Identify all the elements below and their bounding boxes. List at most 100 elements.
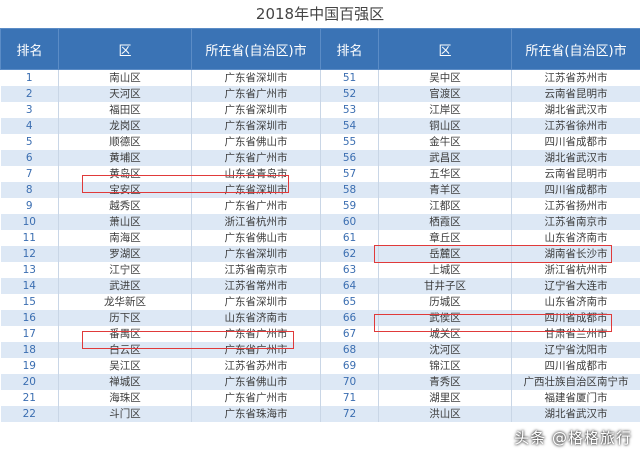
cell-province-left: 广东省广州市 [191,150,321,166]
cell-district-left: 斗门区 [58,406,192,422]
cell-rank-right: 68 [320,342,379,358]
cell-rank-right: 53 [320,102,379,118]
cell-district-right: 沈河区 [378,342,512,358]
cell-rank-left: 21 [0,390,59,406]
cell-province-right: 湖南省长沙市 [511,246,640,262]
cell-rank-left: 5 [0,134,59,150]
cell-district-right: 章丘区 [378,230,512,246]
cell-district-left: 禅城区 [58,374,192,390]
cell-district-left: 顺德区 [58,134,192,150]
table-row: 17 番禺区 广东省广州市 67 城关区 甘肃省兰州市 [0,326,640,342]
cell-rank-right: 55 [320,134,379,150]
cell-district-right: 金牛区 [378,134,512,150]
header-rank-right: 排名 [320,28,379,70]
header-province-left: 所在省(自治区)市 [191,28,321,70]
cell-province-left: 广东省广州市 [191,390,321,406]
cell-district-right: 吴中区 [378,69,512,86]
table-row: 7 黄岛区 山东省青岛市 57 五华区 云南省昆明市 [0,166,640,182]
cell-province-right: 浙江省杭州市 [511,262,640,278]
cell-district-right: 湖里区 [378,390,512,406]
cell-province-left: 广东省深圳市 [191,246,321,262]
cell-district-right: 江岸区 [378,102,512,118]
cell-district-right: 武昌区 [378,150,512,166]
cell-district-left: 南山区 [58,69,192,86]
table-row: 12 罗湖区 广东省深圳市 62 岳麓区 湖南省长沙市 [0,246,640,262]
page-title: 2018年中国百强区 [0,0,640,28]
table-row: 8 宝安区 广东省深圳市 58 青羊区 四川省成都市 [0,182,640,198]
cell-district-right: 官渡区 [378,86,512,102]
ranking-table-container: 排名 区 所在省(自治区)市 排名 区 所在省(自治区)市 1 南山区 广东省深圳市… [0,28,640,422]
cell-rank-left: 17 [0,326,59,342]
table-row: 6 黄埔区 广东省广州市 56 武昌区 湖北省武汉市 [0,150,640,166]
cell-district-left: 南海区 [58,230,192,246]
table-row: 13 江宁区 江苏省南京市 63 上城区 浙江省杭州市 [0,262,640,278]
table-row: 11 南海区 广东省佛山市 61 章丘区 山东省济南市 [0,230,640,246]
cell-rank-left: 10 [0,214,59,230]
cell-district-left: 黄岛区 [58,166,192,182]
cell-province-left: 山东省青岛市 [191,166,321,182]
cell-province-right: 江苏省徐州市 [511,118,640,134]
cell-rank-right: 62 [320,246,379,262]
table-row: 10 萧山区 浙江省杭州市 60 栖霞区 江苏省南京市 [0,214,640,230]
cell-district-left: 天河区 [58,86,192,102]
table-row: 4 龙岗区 广东省深圳市 54 铜山区 江苏省徐州市 [0,118,640,134]
cell-rank-left: 7 [0,166,59,182]
cell-district-right: 青秀区 [378,374,512,390]
cell-province-left: 江苏省常州市 [191,278,321,294]
table-row: 20 禅城区 广东省佛山市 70 青秀区 广西壮族自治区南宁市 [0,374,640,390]
table-row: 15 龙华新区 广东省深圳市 65 历城区 山东省济南市 [0,294,640,310]
cell-district-right: 五华区 [378,166,512,182]
cell-rank-right: 60 [320,214,379,230]
cell-rank-right: 65 [320,294,379,310]
cell-province-left: 广东省深圳市 [191,102,321,118]
cell-rank-left: 18 [0,342,59,358]
cell-province-left: 广东省佛山市 [191,374,321,390]
cell-province-right: 湖北省武汉市 [511,150,640,166]
cell-province-right: 湖北省武汉市 [511,406,640,422]
cell-district-right: 甘井子区 [378,278,512,294]
cell-rank-right: 61 [320,230,379,246]
table-row: 19 吴江区 江苏省苏州市 69 锦江区 四川省成都市 [0,358,640,374]
table-body: 1 南山区 广东省深圳市 51 吴中区 江苏省苏州市 2 天河区 广东省广州市 52 官渡区 云南省昆… [0,69,640,422]
cell-rank-right: 51 [320,69,379,86]
cell-district-left: 武进区 [58,278,192,294]
cell-province-left: 广东省佛山市 [191,134,321,150]
cell-province-left: 广东省深圳市 [191,294,321,310]
cell-rank-left: 13 [0,262,59,278]
cell-district-right: 锦江区 [378,358,512,374]
cell-rank-right: 59 [320,198,379,214]
watermark-text: 头条 @格格旅行 [514,429,632,447]
cell-province-right: 四川省成都市 [511,134,640,150]
cell-district-left: 龙岗区 [58,118,192,134]
cell-rank-right: 69 [320,358,379,374]
cell-province-right: 江苏省苏州市 [511,69,640,86]
cell-district-right: 武侯区 [378,310,512,326]
cell-rank-right: 64 [320,278,379,294]
header-rank-left: 排名 [0,28,59,70]
cell-province-left: 广东省广州市 [191,326,321,342]
cell-province-right: 四川省成都市 [511,182,640,198]
cell-province-right: 云南省昆明市 [511,166,640,182]
cell-province-right: 湖北省武汉市 [511,102,640,118]
cell-rank-left: 20 [0,374,59,390]
cell-rank-right: 52 [320,86,379,102]
cell-district-right: 城关区 [378,326,512,342]
cell-province-left: 广东省珠海市 [191,406,321,422]
cell-rank-left: 11 [0,230,59,246]
cell-province-right: 福建省厦门市 [511,390,640,406]
cell-province-left: 江苏省苏州市 [191,358,321,374]
cell-rank-right: 54 [320,118,379,134]
cell-district-left: 历下区 [58,310,192,326]
cell-rank-left: 14 [0,278,59,294]
ranking-table: 排名 区 所在省(自治区)市 排名 区 所在省(自治区)市 1 南山区 广东省深圳市… [0,28,640,422]
cell-district-right: 上城区 [378,262,512,278]
cell-district-left: 吴江区 [58,358,192,374]
table-row: 1 南山区 广东省深圳市 51 吴中区 江苏省苏州市 [0,69,640,86]
cell-province-left: 广东省深圳市 [191,182,321,198]
table-row: 18 白云区 广东省广州市 68 沈河区 辽宁省沈阳市 [0,342,640,358]
cell-rank-left: 8 [0,182,59,198]
cell-rank-left: 1 [0,69,59,86]
cell-province-right: 辽宁省大连市 [511,278,640,294]
cell-district-left: 番禺区 [58,326,192,342]
cell-province-right: 山东省济南市 [511,230,640,246]
